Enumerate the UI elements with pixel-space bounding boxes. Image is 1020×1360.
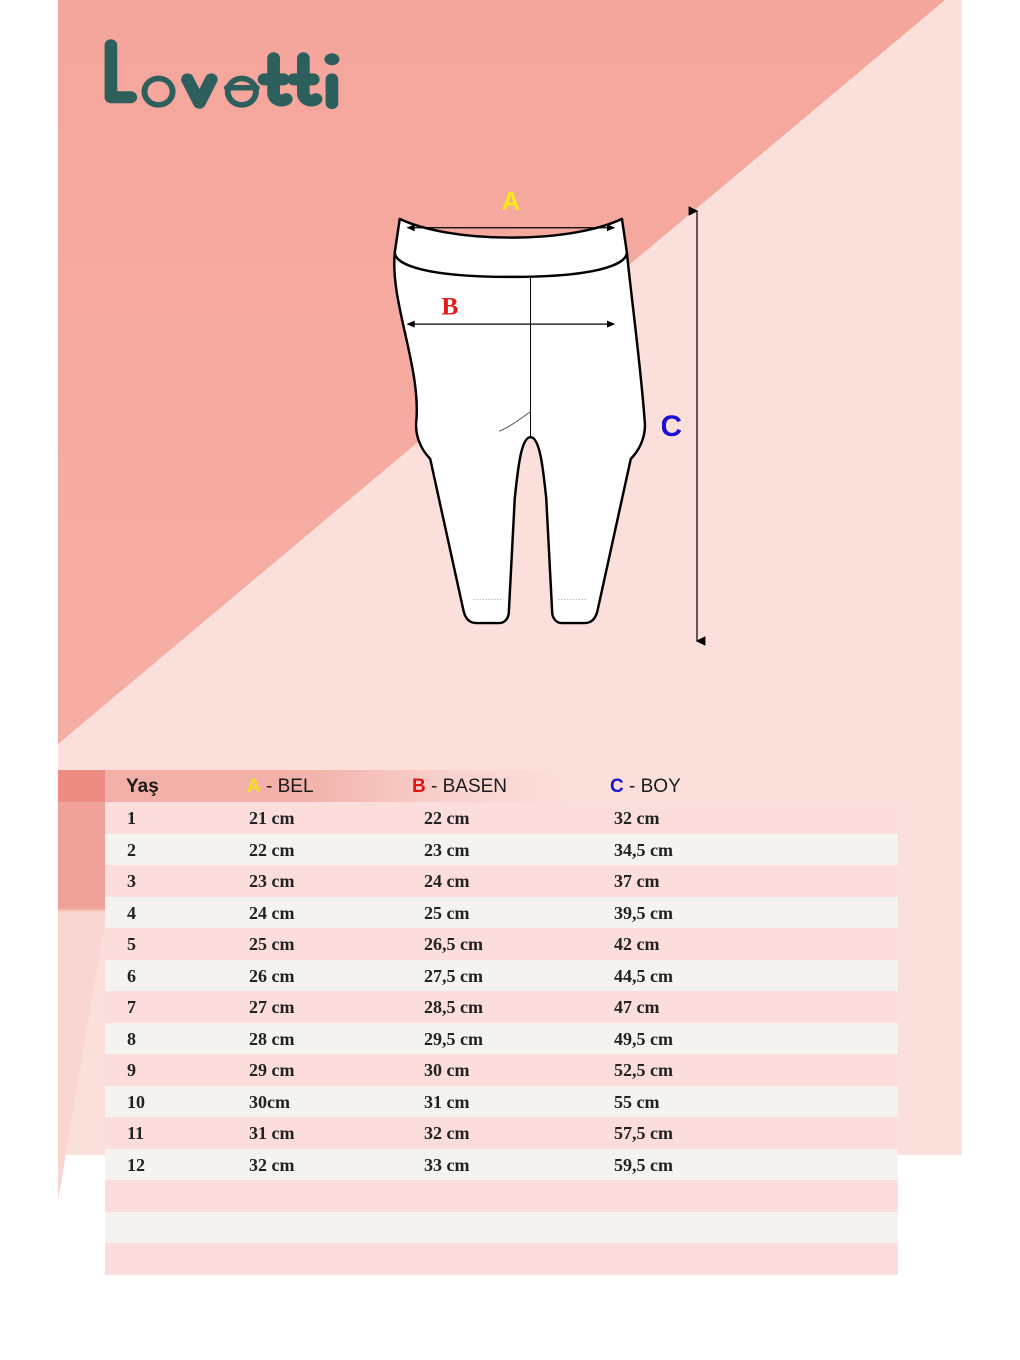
svg-text:A: A xyxy=(502,188,520,216)
svg-text:B: B xyxy=(441,291,458,320)
svg-text:C: C xyxy=(662,410,682,443)
